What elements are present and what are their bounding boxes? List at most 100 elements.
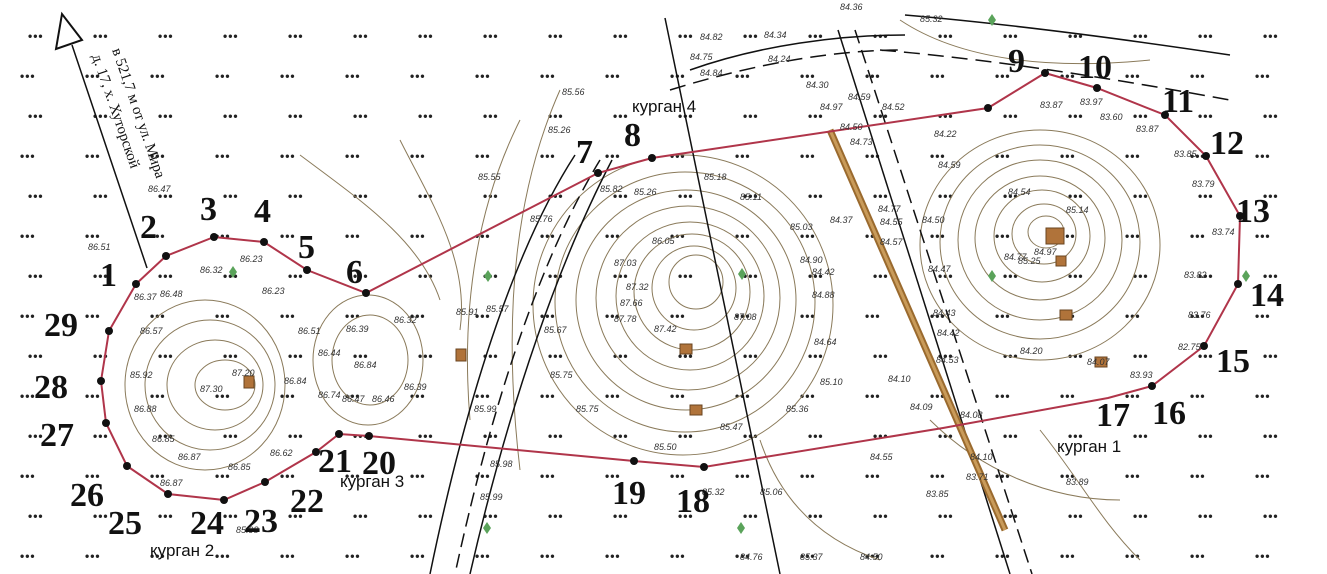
grid-dots: ••• bbox=[410, 469, 426, 483]
grid-dots: ••• bbox=[800, 469, 816, 483]
grid-dots: ••• bbox=[1133, 349, 1149, 363]
grid-dots: ••• bbox=[995, 69, 1011, 83]
point-number-15: 15 bbox=[1216, 343, 1250, 380]
elevation-label: 85.26 bbox=[548, 125, 571, 135]
boundary-vertex bbox=[1093, 84, 1101, 92]
grid-dots: ••• bbox=[995, 149, 1011, 163]
grid-dots: ••• bbox=[1263, 269, 1279, 283]
road-top bbox=[669, 14, 1231, 101]
grid-dots: ••• bbox=[1198, 109, 1214, 123]
grid-dots: ••• bbox=[280, 149, 296, 163]
contours-kurgan-4 bbox=[532, 154, 834, 456]
grid-dots: ••• bbox=[605, 229, 621, 243]
contours-kurgan-1 bbox=[919, 129, 1161, 361]
grid-dots: ••• bbox=[418, 269, 434, 283]
elevation-label: 83.82 bbox=[1184, 270, 1207, 280]
elevation-label: 84.36 bbox=[840, 2, 863, 12]
grid-dots: ••• bbox=[410, 389, 426, 403]
grid-dots: ••• bbox=[548, 109, 564, 123]
grid-dots: ••• bbox=[800, 549, 816, 563]
grid-dots: ••• bbox=[475, 149, 491, 163]
grid-dots: ••• bbox=[150, 229, 166, 243]
elevation-label: 85.26 bbox=[634, 187, 657, 197]
grid-dots: ••• bbox=[1125, 149, 1141, 163]
grid-dots: ••• bbox=[743, 349, 759, 363]
grid-dots: ••• bbox=[1263, 29, 1279, 43]
elevation-label: 84.09 bbox=[910, 402, 933, 412]
elevation-label: 85.57 bbox=[486, 304, 510, 314]
elevation-label: 84.22 bbox=[934, 129, 957, 139]
grid-dots: ••• bbox=[353, 29, 369, 43]
grid-dots: ••• bbox=[1133, 509, 1149, 523]
grid-dots: ••• bbox=[743, 429, 759, 443]
grid-dots: ••• bbox=[808, 109, 824, 123]
grid-dots: ••• bbox=[808, 429, 824, 443]
point-number-26: 26 bbox=[70, 477, 104, 514]
elevation-label: 85.75 bbox=[550, 370, 574, 380]
elevation-label: 86.85 bbox=[152, 434, 176, 444]
elevation-label: 84.52 bbox=[882, 102, 905, 112]
grid-dots: ••• bbox=[158, 509, 174, 523]
grid-dots: ••• bbox=[1198, 269, 1214, 283]
boundary-vertex bbox=[162, 252, 170, 260]
boundary-vertex bbox=[1148, 382, 1156, 390]
grid-dots: ••• bbox=[678, 429, 694, 443]
grid-dots: ••• bbox=[548, 29, 564, 43]
elevation-label: 85.18 bbox=[704, 172, 727, 182]
grid-dots: ••• bbox=[475, 69, 491, 83]
boundary-vertex bbox=[700, 463, 708, 471]
grid-dots: ••• bbox=[418, 429, 434, 443]
elevation-label: 84.77 bbox=[1004, 252, 1028, 262]
elevation-label: 84.59 bbox=[938, 160, 961, 170]
elevation-label: 85.14 bbox=[1066, 205, 1089, 215]
grid-dots: ••• bbox=[85, 469, 101, 483]
grid-dots: ••• bbox=[410, 69, 426, 83]
grid-dots: ••• bbox=[215, 69, 231, 83]
grid-dots: ••• bbox=[215, 549, 231, 563]
grid-dots: ••• bbox=[548, 429, 564, 443]
grid-dots: ••• bbox=[150, 149, 166, 163]
grid-dots: ••• bbox=[215, 229, 231, 243]
grid-dots: ••• bbox=[483, 509, 499, 523]
boundary-vertex bbox=[594, 169, 602, 177]
grid-dots: ••• bbox=[1190, 69, 1206, 83]
elevation-label: 83.79 bbox=[1192, 179, 1215, 189]
grid-dots: ••• bbox=[288, 349, 304, 363]
elevation-label: 86.51 bbox=[298, 326, 321, 336]
elevation-label: 86.32 bbox=[394, 315, 417, 325]
boundary-vertex bbox=[648, 154, 656, 162]
grid-dots: ••• bbox=[280, 69, 296, 83]
grid-dots: ••• bbox=[1255, 469, 1271, 483]
boundary-vertex bbox=[105, 327, 113, 335]
grid-dots: ••• bbox=[20, 389, 36, 403]
elevation-label: 84.42 bbox=[812, 267, 835, 277]
grid-dots: ••• bbox=[418, 189, 434, 203]
elevation-label: 87.30 bbox=[200, 384, 223, 394]
grid-dots: ••• bbox=[605, 389, 621, 403]
grid-dots: ••• bbox=[418, 109, 434, 123]
elevation-label: 84.82 bbox=[700, 32, 723, 42]
boundary-vertex bbox=[132, 280, 140, 288]
elevation-label: 84.55 bbox=[880, 217, 904, 227]
grid-dots: ••• bbox=[735, 149, 751, 163]
elevation-label: 85.03 bbox=[790, 222, 813, 232]
elevation-label: 85.98 bbox=[490, 459, 513, 469]
grid-dots: ••• bbox=[1255, 149, 1271, 163]
elevation-label: 84.57 bbox=[880, 237, 904, 247]
grid-dots: ••• bbox=[800, 69, 816, 83]
elevation-label: 85.82 bbox=[600, 184, 623, 194]
elevation-label: 83.85 bbox=[1174, 149, 1198, 159]
grid-dots: ••• bbox=[865, 549, 881, 563]
grid-dots: ••• bbox=[20, 549, 36, 563]
grid-dots: ••• bbox=[1190, 549, 1206, 563]
grid-dots: ••• bbox=[410, 309, 426, 323]
grid-dots: ••• bbox=[1060, 149, 1076, 163]
grid-dots: ••• bbox=[1198, 429, 1214, 443]
grid-dots: ••• bbox=[938, 29, 954, 43]
grid-dots: ••• bbox=[873, 189, 889, 203]
grid-dots: ••• bbox=[288, 29, 304, 43]
elevation-label: 86.48 bbox=[160, 289, 183, 299]
grid-dots: ••• bbox=[1255, 229, 1271, 243]
elevation-label: 86.74 bbox=[318, 390, 341, 400]
grid-dots: ••• bbox=[93, 29, 109, 43]
